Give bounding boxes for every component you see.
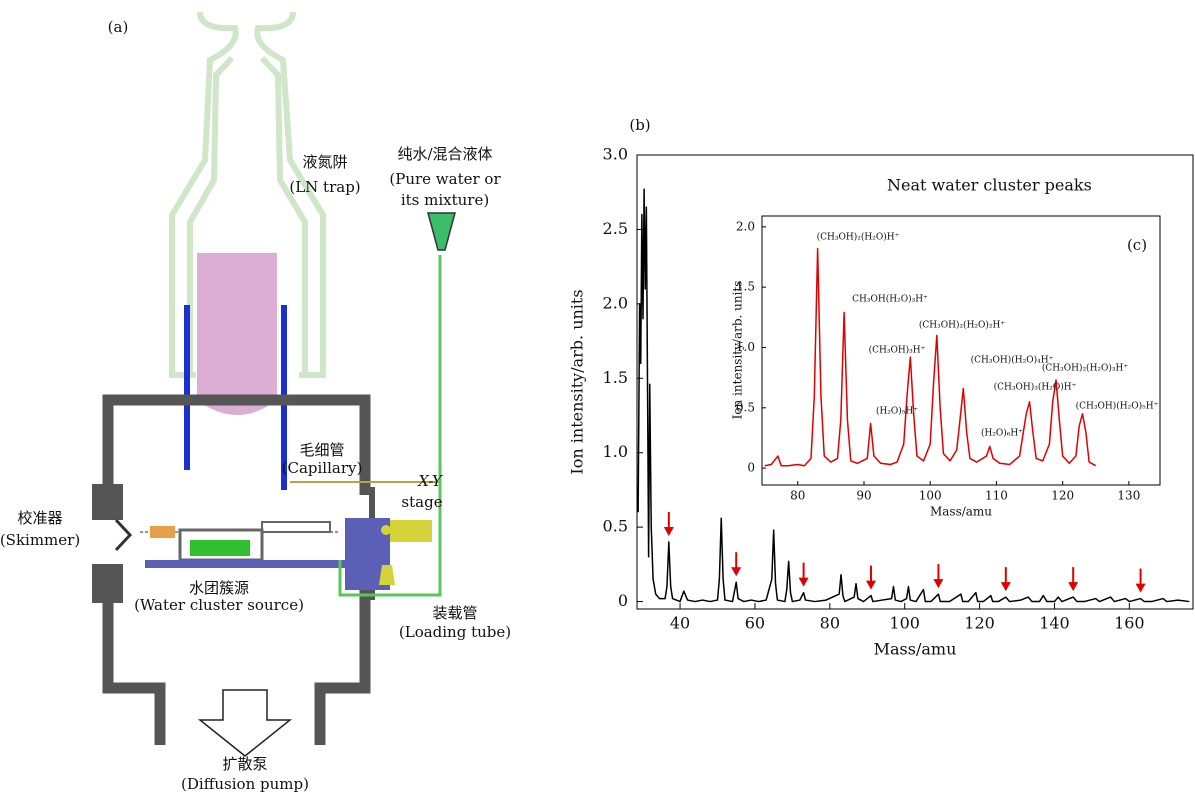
- x-axis-label: Mass/amu: [930, 505, 992, 519]
- pump-arrow: [200, 690, 290, 756]
- y-tick-label: 1.5: [603, 368, 628, 387]
- peak-label: (CH₃OH)₃H⁺: [869, 345, 926, 356]
- apparatus-label: 校准器: [17, 509, 62, 527]
- plot-frame: [762, 216, 1160, 485]
- x-tick-label: 160: [1114, 614, 1145, 633]
- y-tick-label: 0: [747, 461, 755, 475]
- figure: (a) 液氮阱 (LN trap) 纯水/混合液体 (Pure water or its…: [0, 0, 1195, 794]
- y-tick-label: 0: [618, 591, 628, 610]
- y-tick-label: 1.0: [603, 442, 628, 461]
- x-tick-label: 130: [1117, 489, 1140, 503]
- panel-label: (c): [1127, 236, 1147, 254]
- peak-label: (CH₃OH)₃(H₂O)H⁺: [994, 382, 1077, 393]
- x-tick-label: 90: [856, 489, 871, 503]
- apparatus-label: 毛细管: [299, 441, 344, 459]
- x-tick-label: 40: [670, 614, 690, 633]
- peak-label: (H₂O)₆H⁺: [981, 428, 1023, 439]
- apparatus: [95, 12, 455, 756]
- y-tick-label: 0.5: [603, 517, 628, 536]
- panel-label: (a): [108, 18, 129, 36]
- apparatus-label: (Loading tube): [399, 623, 511, 641]
- stage-handle: [390, 520, 432, 542]
- apparatus-label: 扩散泵: [222, 755, 267, 773]
- apparatus-label: 装载管: [432, 604, 477, 622]
- x-axis-label: Mass/amu: [874, 640, 957, 659]
- peak-label: (CH₃OH)(H₂O)₅H⁺: [1076, 401, 1159, 412]
- x-tick-label: 120: [964, 614, 995, 633]
- apparatus-label: 纯水/混合液体: [397, 145, 492, 163]
- apparatus-label: (Pure water or: [389, 170, 501, 188]
- apparatus-label: 液氮阱: [302, 153, 347, 171]
- panel-label: (b): [629, 116, 650, 134]
- apparatus-label: (Capillary): [282, 459, 363, 477]
- apparatus-label: 水团簇源: [189, 579, 249, 597]
- plate: [145, 560, 345, 568]
- y-tick-label: 2.0: [736, 219, 755, 233]
- apparatus-label: its mixture): [401, 191, 489, 209]
- apparatus-label: stage: [401, 493, 442, 511]
- apparatus-label: (Skimmer): [0, 531, 80, 549]
- peak-label: (CH₃OH)₂(H₂O)₂H⁺: [919, 320, 1006, 331]
- ln-liquid: [197, 253, 277, 415]
- stage-knob: [381, 525, 391, 535]
- y-axis-label: Ion intensity/arb. units: [731, 281, 745, 420]
- cold-shield: [184, 305, 190, 470]
- y-tick-label: 2.0: [603, 293, 628, 312]
- x-tick-label: 80: [820, 614, 840, 633]
- apparatus-label: (Water cluster source): [134, 596, 304, 614]
- funnel: [428, 213, 455, 250]
- water-reservoir: [190, 540, 250, 556]
- peak-label: (CH₃OH)₂(H₂O)₃H⁺: [1042, 363, 1129, 374]
- apparatus-label: (Diffusion pump): [181, 775, 309, 793]
- peak-label: (CH₃OH)₂(H₂O)H⁺: [817, 232, 900, 243]
- x-tick-label: 100: [919, 489, 942, 503]
- x-tick-label: 110: [985, 489, 1008, 503]
- x-tick-label: 140: [1039, 614, 1070, 633]
- apparatus-label: (LN trap): [289, 178, 360, 196]
- y-axis-label: Ion intensity/arb. units: [568, 289, 587, 474]
- x-tick-label: 120: [1051, 489, 1074, 503]
- skimmer: [116, 520, 130, 550]
- y-tick-label: 2.5: [603, 219, 628, 238]
- x-tick-label: 60: [745, 614, 765, 633]
- nozzle-tube: [262, 522, 330, 532]
- peak-label: CH₃OH(H₂O)₃H⁺: [852, 294, 928, 305]
- peak-label: (H₂O)₅H⁺: [876, 406, 918, 417]
- x-tick-label: 100: [889, 614, 920, 633]
- annotation: Neat water cluster peaks: [887, 176, 1092, 195]
- y-tick-label: 3.0: [603, 145, 628, 164]
- x-tick-label: 80: [790, 489, 805, 503]
- heater: [150, 526, 175, 538]
- apparatus-label: X-Y: [417, 472, 444, 490]
